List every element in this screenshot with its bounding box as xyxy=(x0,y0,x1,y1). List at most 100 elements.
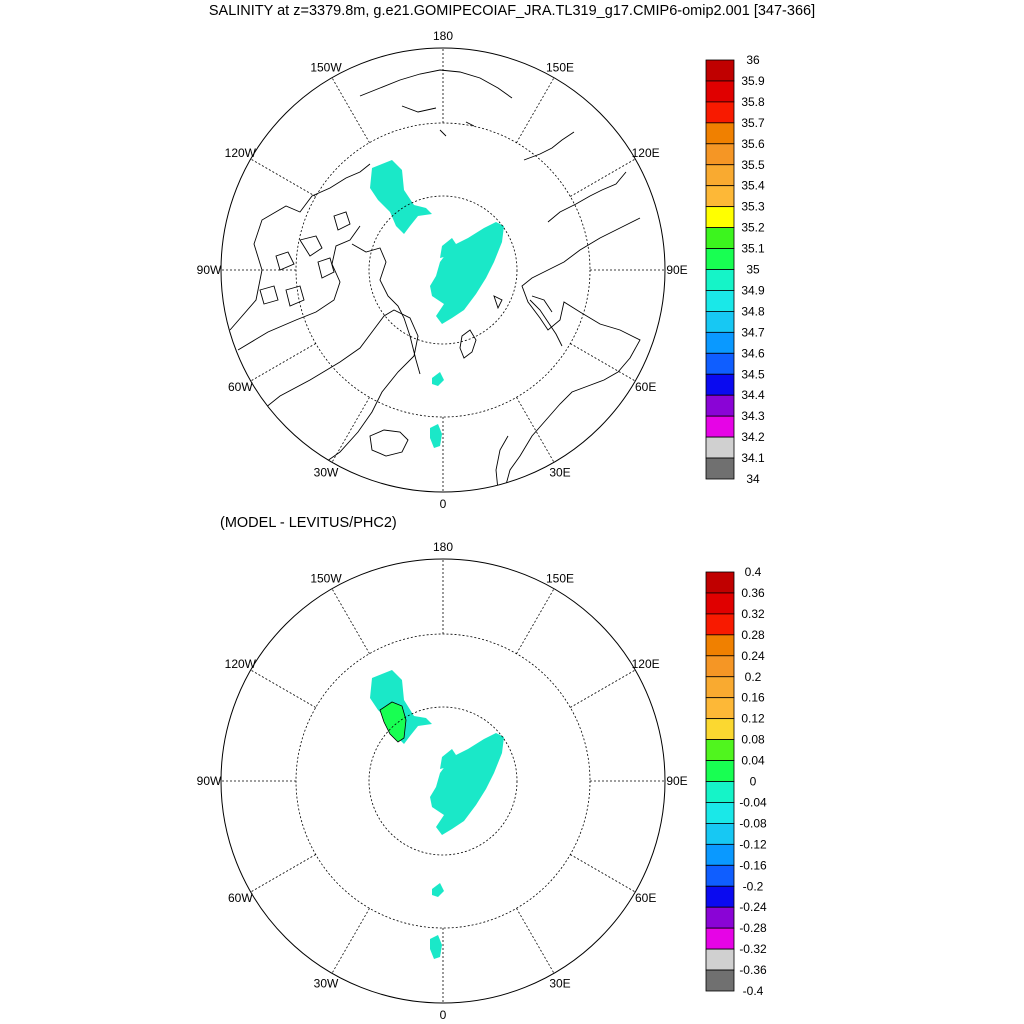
colorbar-tick-label: 36 xyxy=(746,53,760,67)
colorbar-tick-label: -0.04 xyxy=(739,795,767,809)
difference-field-norwegian-sea xyxy=(430,935,442,959)
meridian-line xyxy=(331,908,370,974)
colorbar-tick-label: -0.12 xyxy=(739,837,767,851)
colorbar-swatch xyxy=(705,310,735,333)
colorbar-swatch xyxy=(705,290,735,312)
colorbar-tick-label: 34.4 xyxy=(741,388,765,402)
meridian-line xyxy=(570,343,636,382)
colorbar-swatch xyxy=(705,697,735,720)
colorbar-tick-label: 34 xyxy=(746,472,760,486)
salinity-field-eurasian-basin xyxy=(430,222,504,324)
colorbar-tick-label: 35.3 xyxy=(741,200,765,214)
colorbar-tick-label: 34.6 xyxy=(741,346,765,360)
salinity-map: 180 150W 150E 120W 120E 90W 90E 60W 60E 30W 30E 0 3… xyxy=(197,29,765,511)
colorbar-tick-label: 34.5 xyxy=(741,367,765,381)
meridian-line xyxy=(250,854,316,893)
colorbar-tick-label: 34.1 xyxy=(741,451,765,465)
meridian-label: 150W xyxy=(310,571,342,585)
coastlines xyxy=(229,69,641,492)
map-frame xyxy=(220,47,666,493)
colorbar-tick-label: 35.8 xyxy=(741,95,765,109)
colorbar-tick-label: 35.4 xyxy=(741,179,765,193)
colorbar-tick-label: 0.24 xyxy=(741,649,765,663)
meridian-label: 90E xyxy=(666,263,687,277)
meridian-line xyxy=(516,397,555,463)
meridian-label: 30E xyxy=(549,466,570,480)
colorbar-tick-label: 34.9 xyxy=(741,283,765,297)
coast-eurasia xyxy=(495,131,641,492)
colorbar-tick-label: -0.24 xyxy=(739,900,767,914)
meridian-label: 30W xyxy=(314,977,339,991)
colorbar-swatch xyxy=(705,760,735,782)
colorbar-tick-label: 0.2 xyxy=(745,670,762,684)
colorbar-swatch xyxy=(705,164,735,187)
meridian-label: 60W xyxy=(228,380,253,394)
colorbar-swatch xyxy=(705,415,735,438)
meridian-line xyxy=(331,397,370,463)
colorbar-tick-label: -0.4 xyxy=(743,984,764,998)
colorbar-swatch xyxy=(705,927,735,950)
meridian-line xyxy=(570,669,636,708)
colorbar-swatch xyxy=(705,634,735,657)
colorbar-swatch xyxy=(705,885,735,908)
meridian-label-group: 180 150W 150E 120W 120E 90W 90E 60W 60E 30W 30E 0 xyxy=(197,29,688,511)
colorbar-tick-label: 34.3 xyxy=(741,409,765,423)
colorbar-swatch xyxy=(705,101,735,124)
colorbar-tick-label: 34.8 xyxy=(741,304,765,318)
salinity-field-greenland-sea xyxy=(432,372,444,386)
graticule xyxy=(221,48,665,492)
meridian-line xyxy=(570,158,636,197)
meridian-line xyxy=(331,588,370,654)
meridian-label: 30W xyxy=(314,466,339,480)
meridian-line xyxy=(250,158,316,197)
colorbar-tick-label: 35.5 xyxy=(741,158,765,172)
meridian-line xyxy=(516,588,555,654)
coast-svalbard xyxy=(459,329,477,359)
colorbar-swatch xyxy=(705,373,735,396)
difference-field-small-patch xyxy=(440,749,456,769)
colorbar-swatch xyxy=(705,571,735,594)
colorbar-swatch xyxy=(705,185,735,208)
difference-subtitle: (MODEL - LEVITUS/PHC2) xyxy=(220,515,397,531)
colorbar-tick-label: 0.36 xyxy=(741,586,765,600)
colorbar-swatch xyxy=(705,843,735,866)
colorbar-tick-label: 0.12 xyxy=(741,712,765,726)
difference-field-positive-patch xyxy=(379,701,407,743)
colorbar-swatch xyxy=(705,248,735,270)
coast-islands xyxy=(259,211,503,310)
colorbar-swatch xyxy=(705,122,735,145)
colorbar-swatch xyxy=(705,143,735,166)
salinity-field-layer xyxy=(370,160,504,448)
colorbar-tick-label: 35.6 xyxy=(741,137,765,151)
colorbar-tick-label: 0.32 xyxy=(741,607,765,621)
salinity-colorbar: 36 35.9 35.8 35.7 35.6 35.5 35.4 35.3 35.2 35.1 35… xyxy=(705,53,765,486)
colorbar-tick-label: 35.7 xyxy=(741,116,765,130)
meridian-label: 180 xyxy=(433,540,453,554)
latitude-circle-80 xyxy=(368,706,518,856)
colorbar-swatch xyxy=(705,80,735,103)
colorbar-swatch xyxy=(705,394,735,417)
meridian-line xyxy=(516,908,555,974)
colorbar-swatch xyxy=(705,59,735,82)
colorbar-swatch xyxy=(705,864,735,887)
difference-field-eurasian-basin xyxy=(430,733,504,835)
colorbar-swatch xyxy=(705,823,735,845)
meridian-label: 150E xyxy=(546,60,574,74)
colorbar-swatch xyxy=(705,948,735,971)
meridian-label: 120W xyxy=(225,657,257,671)
meridian-line xyxy=(570,854,636,893)
colorbar-tick-label: -0.16 xyxy=(739,858,767,872)
meridian-label: 0 xyxy=(440,1008,447,1022)
colorbar-tick-label: 0.08 xyxy=(741,733,765,747)
colorbar-swatch xyxy=(705,739,735,761)
colorbar-swatch xyxy=(705,592,735,615)
meridian-label: 60W xyxy=(228,891,253,905)
difference-field-layer xyxy=(370,670,504,959)
colorbar-swatch xyxy=(705,718,735,741)
colorbar-swatch xyxy=(705,906,735,929)
colorbar-swatch xyxy=(705,802,735,824)
difference-field-greenland-sea xyxy=(432,883,444,897)
salinity-field-small-patch xyxy=(440,238,456,258)
meridian-line xyxy=(250,669,316,708)
meridian-label: 150E xyxy=(546,571,574,585)
